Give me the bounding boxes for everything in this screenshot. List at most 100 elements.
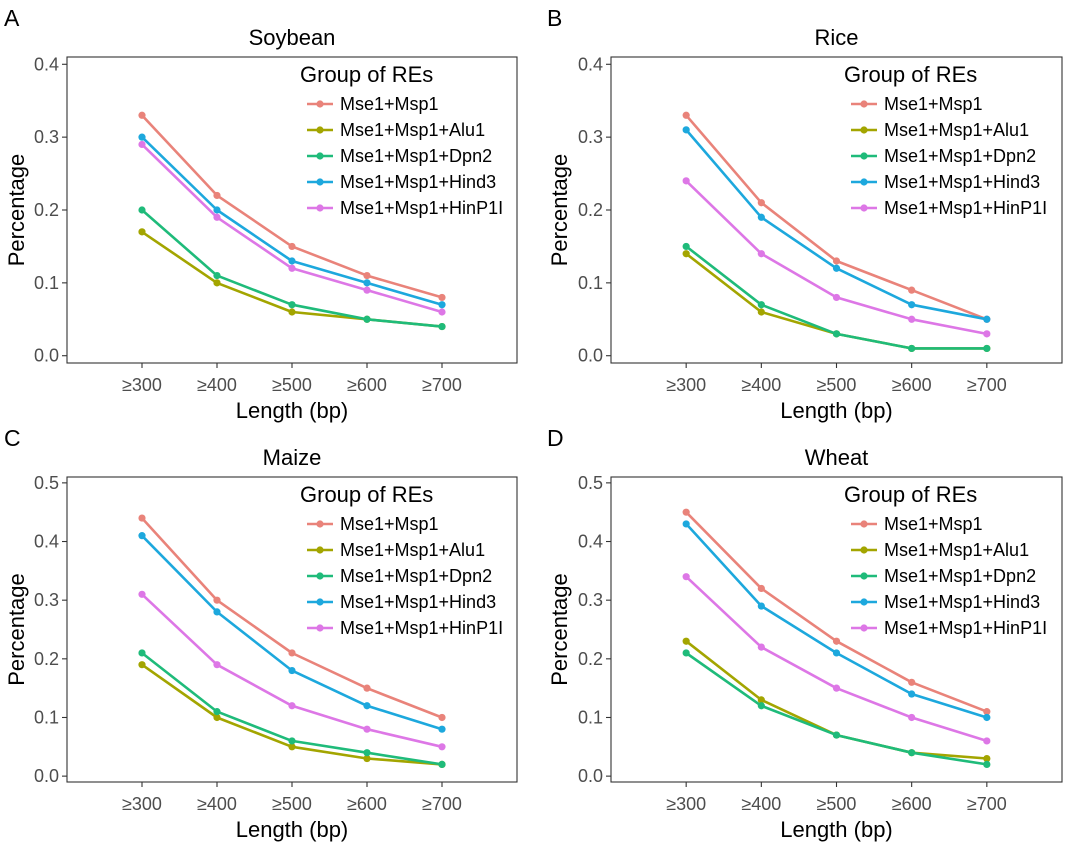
data-point — [832, 293, 841, 302]
x-tick-label: ≥600 — [347, 375, 387, 395]
panel-letter: D — [547, 425, 564, 451]
data-point — [213, 206, 221, 214]
data-point — [832, 637, 841, 645]
legend-swatch-point — [860, 598, 868, 606]
panel-title: Soybean — [249, 25, 336, 50]
x-tick-label: ≥400 — [741, 375, 781, 395]
x-axis-title: Length (bp) — [236, 817, 349, 842]
legend-title: Group of REs — [844, 62, 977, 87]
legend: Group of REs Mse1+Msp1 Mse1+Msp1+Alu1 Mse1+… — [844, 482, 1047, 638]
data-point — [438, 725, 446, 733]
legend-label: Mse1+Msp1+HinP1I — [884, 618, 1047, 638]
data-point — [138, 514, 146, 522]
x-tick-label: ≥700 — [967, 794, 1007, 814]
x-tick-label: ≥600 — [892, 375, 932, 395]
panel-a: A Soybean 0.0 0.1 0.2 0.3 0.4 ≥300 ≥400 ≥500 ≥600 ≥… — [4, 5, 518, 423]
legend-label: Mse1+Msp1+Hind3 — [884, 592, 1040, 612]
series-mse1-msp1-hinp1i — [138, 140, 446, 316]
data-point — [438, 308, 446, 316]
series-mse1-msp1 — [682, 508, 991, 716]
data-point — [983, 344, 991, 353]
y-tick-label: 0.5 — [578, 473, 603, 493]
panel-title: Wheat — [805, 445, 869, 470]
data-point — [288, 649, 296, 657]
legend-label: Mse1+Msp1+HinP1I — [884, 198, 1047, 218]
data-point — [438, 301, 446, 309]
x-tick-label: ≥500 — [272, 794, 312, 814]
data-point — [682, 508, 690, 516]
data-point — [757, 250, 765, 258]
x-tick-label: ≥700 — [422, 794, 462, 814]
data-point — [908, 749, 916, 757]
legend: Group of REs Mse1+Msp1 Mse1+Msp1+Alu1 Mse1+… — [300, 62, 503, 218]
data-point — [213, 279, 221, 287]
legend-label: Mse1+Msp1+Alu1 — [340, 120, 485, 140]
data-point — [363, 286, 371, 294]
legend-label: Mse1+Msp1+Dpn2 — [340, 566, 492, 586]
data-point — [138, 228, 146, 236]
y-tick-label: 0.0 — [34, 346, 59, 366]
panel-letter: B — [547, 5, 562, 31]
series-mse1-msp1-hinp1i — [682, 573, 991, 745]
data-point — [908, 713, 916, 722]
data-point — [288, 242, 296, 251]
data-point — [983, 754, 991, 763]
y-tick-label: 0.2 — [34, 200, 59, 220]
series-line — [684, 639, 989, 760]
y-tick-label: 0.4 — [34, 532, 59, 552]
series-mse1-msp1-alu1 — [138, 661, 446, 769]
legend-label: Mse1+Msp1+Hind3 — [884, 172, 1040, 192]
legend-label: Mse1+Msp1+Dpn2 — [884, 146, 1036, 166]
legend-label: Mse1+Msp1+Hind3 — [340, 592, 496, 612]
legend-swatch-point — [316, 572, 324, 580]
legend-swatch-point — [860, 546, 868, 554]
y-tick-label: 0.1 — [578, 273, 603, 293]
data-point — [983, 760, 991, 769]
data-point — [138, 111, 146, 119]
y-tick-label: 0.5 — [34, 473, 59, 493]
data-point — [363, 315, 371, 323]
x-tick-label: ≥600 — [892, 794, 932, 814]
data-point — [363, 754, 371, 763]
x-axis-title: Length (bp) — [780, 398, 893, 423]
data-point — [682, 242, 690, 251]
y-tick-label: 0.1 — [578, 707, 603, 727]
series-line — [684, 651, 989, 766]
legend-swatch-point — [316, 126, 324, 134]
data-point — [983, 737, 991, 745]
series-mse1-msp1-dpn2 — [138, 206, 446, 331]
data-point — [908, 690, 916, 698]
legend-title: Group of REs — [844, 482, 977, 507]
series-mse1-msp1-dpn2 — [138, 649, 446, 769]
data-point — [438, 760, 446, 769]
data-point — [363, 749, 371, 757]
x-tick-label: ≥700 — [422, 375, 462, 395]
data-point — [908, 678, 916, 686]
legend-swatch-point — [316, 546, 324, 554]
data-point — [682, 649, 690, 657]
series-mse1-msp1-hinp1i — [682, 177, 991, 338]
y-tick-label: 0.2 — [578, 200, 603, 220]
data-point — [363, 684, 371, 692]
data-point — [983, 713, 991, 722]
data-point — [757, 301, 765, 309]
data-point — [682, 637, 690, 645]
legend-label: Mse1+Msp1+Alu1 — [884, 120, 1029, 140]
series-line — [140, 143, 444, 314]
data-point — [288, 264, 296, 272]
x-tick-label: ≥400 — [197, 375, 237, 395]
legend-label: Mse1+Msp1 — [884, 94, 983, 114]
series-mse1-msp1-dpn2 — [682, 649, 991, 769]
data-point — [682, 177, 690, 185]
x-tick-label: ≥700 — [967, 375, 1007, 395]
data-point — [983, 330, 991, 338]
data-point — [682, 250, 690, 258]
y-axis-title: Percentage — [4, 154, 29, 267]
data-point — [288, 702, 296, 710]
x-tick-label: ≥500 — [272, 375, 312, 395]
legend-swatch-point — [860, 126, 868, 134]
x-tick-label: ≥400 — [197, 794, 237, 814]
x-tick-label: ≥500 — [817, 375, 857, 395]
legend-swatch-point — [316, 520, 324, 528]
